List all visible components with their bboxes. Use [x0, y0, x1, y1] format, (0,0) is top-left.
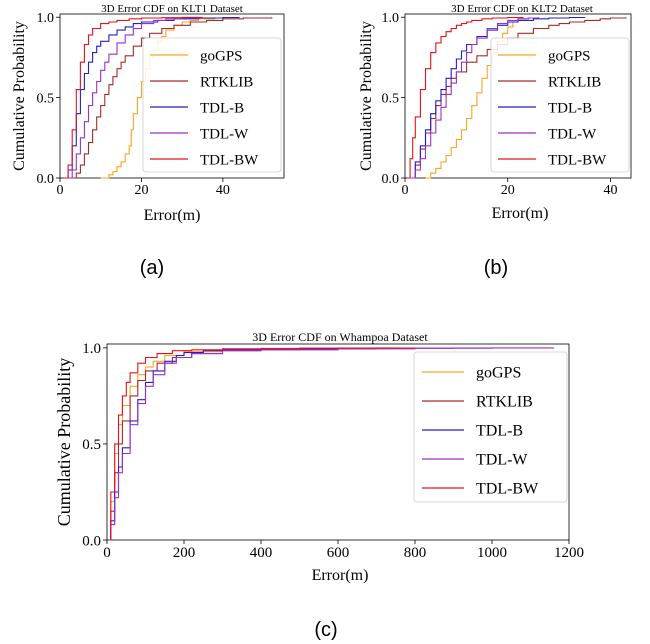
- legend-label-tdl-bw: TDL-BW: [548, 152, 607, 168]
- y-tick-label: 1.0: [37, 11, 55, 26]
- legend-label-tdl-b: TDL-B: [548, 100, 592, 116]
- legend-label-rtklib: RTKLIB: [200, 74, 253, 90]
- legend-label-gogps: goGPS: [200, 48, 243, 64]
- y-tick-label: 0.0: [82, 533, 101, 549]
- chart-panel-klt2: 3D Error CDF on KLT2 Dataset 0 20 40 0.0 0.5…: [358, 3, 632, 222]
- x-tick-label: 0: [402, 183, 409, 198]
- series-line-gogps: [108, 347, 401, 541]
- x-axis-label: Error(m): [492, 205, 549, 222]
- series-line-tdl-w: [410, 17, 540, 179]
- legend-label-tdl-b: TDL-B: [200, 100, 244, 116]
- legend: goGPS RTKLIB TDL-B TDL-W TDL-BW: [142, 37, 282, 173]
- panel-label-a: (a): [140, 257, 164, 279]
- legend-label-tdl-w: TDL-W: [476, 452, 528, 469]
- series-line-tdl-w: [108, 347, 555, 541]
- x-tick-label: 40: [216, 183, 230, 198]
- y-axis-label: Cumulative Probability: [358, 21, 375, 171]
- legend-label-tdl-bw: TDL-BW: [200, 152, 259, 168]
- y-tick-label: 0.0: [382, 172, 400, 187]
- x-tick-label: 600: [327, 545, 350, 561]
- chart-panel-klt1: 3D Error CDF on KLT1 Dataset 0 20 40 0.0 0.5…: [11, 3, 285, 224]
- panel-label-b: (b): [484, 257, 508, 279]
- legend: goGPS RTKLIB TDL-B TDL-W TDL-BW: [413, 351, 568, 503]
- legend-box: [142, 37, 282, 173]
- legend-label-rtklib: RTKLIB: [548, 74, 601, 90]
- x-tick-label: 40: [603, 183, 617, 198]
- x-axis-label: Error(m): [144, 207, 201, 224]
- legend-box: [413, 351, 568, 503]
- legend: goGPS RTKLIB TDL-B TDL-W TDL-BW: [490, 37, 630, 173]
- x-tick-label: 0: [103, 545, 111, 561]
- series-line-tdl-b: [410, 16, 586, 179]
- chart-title: 3D Error CDF on KLT1 Dataset: [101, 3, 243, 15]
- x-tick-label: 1000: [477, 545, 507, 561]
- x-axis-label: Error(m): [312, 567, 369, 584]
- y-tick-label: 1.0: [82, 341, 101, 357]
- series-line-tdl-b: [108, 347, 416, 541]
- legend-label-gogps: goGPS: [548, 48, 591, 64]
- legend-label-rtklib: RTKLIB: [476, 394, 533, 411]
- series-line-tdl-w: [68, 17, 200, 179]
- y-axis-label: Cumulative Probability: [54, 358, 74, 527]
- x-tick-label: 20: [134, 183, 148, 198]
- legend-label-tdl-b: TDL-B: [476, 423, 523, 440]
- y-axis-label: Cumulative Probability: [11, 21, 28, 171]
- y-tick-label: 0.5: [382, 92, 400, 107]
- y-tick-label: 0.5: [37, 92, 55, 107]
- series-line-rtklib: [72, 17, 273, 179]
- x-tick-label: 800: [404, 545, 427, 561]
- axis-ticks: 0 200 400 600 800 1000 1200 0.0 0.5 1.0: [82, 341, 584, 561]
- legend-box: [490, 37, 630, 173]
- x-tick-label: 20: [501, 183, 515, 198]
- series-line-tdl-bw: [64, 16, 204, 179]
- chart-panel-whampoa: 3D Error CDF on Whampoa Dataset 0 200 400 6…: [54, 330, 584, 584]
- series-line-tdl-bw: [108, 347, 416, 541]
- y-tick-label: 0.0: [37, 172, 55, 187]
- y-tick-label: 0.5: [82, 437, 101, 453]
- axis-ticks: 0 20 40 0.0 0.5 1.0: [382, 11, 618, 198]
- legend-label-gogps: goGPS: [476, 365, 521, 382]
- panel-label-c: (c): [314, 619, 337, 641]
- chart-title: 3D Error CDF on Whampoa Dataset: [252, 330, 428, 344]
- series-lines: [407, 16, 627, 179]
- x-tick-label: 400: [250, 545, 273, 561]
- series-line-tdl-bw: [407, 16, 524, 179]
- x-tick-label: 200: [173, 545, 196, 561]
- legend-label-tdl-w: TDL-W: [200, 126, 249, 142]
- plot-frame: [404, 13, 632, 179]
- chart-title: 3D Error CDF on KLT2 Dataset: [451, 3, 593, 15]
- x-tick-label: 0: [57, 183, 64, 198]
- series-lines: [108, 347, 555, 541]
- legend-label-tdl-w: TDL-W: [548, 126, 597, 142]
- legend-label-tdl-bw: TDL-BW: [476, 481, 539, 498]
- plot-frame: [59, 13, 285, 179]
- axis-ticks: 0 20 40 0.0 0.5 1.0: [37, 11, 230, 198]
- series-line-gogps: [425, 17, 524, 179]
- y-tick-label: 1.0: [382, 11, 400, 26]
- x-tick-label: 1200: [554, 545, 584, 561]
